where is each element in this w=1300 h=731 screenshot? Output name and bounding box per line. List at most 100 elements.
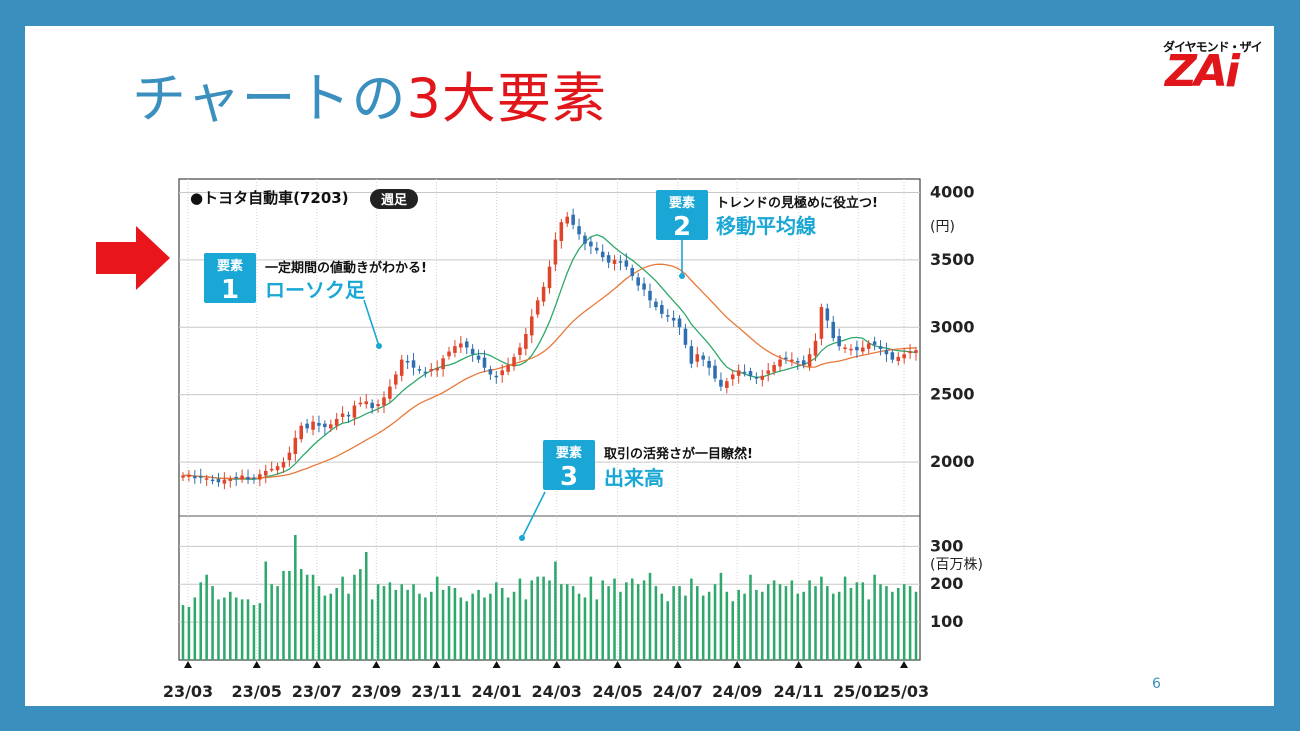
volume-bar	[873, 574, 876, 660]
volume-bar	[908, 586, 912, 660]
callout-1-box	[204, 253, 256, 303]
callout-3-badge: 要素	[556, 445, 582, 461]
price-tick-label: 3500	[930, 250, 975, 269]
volume-bar	[353, 574, 356, 660]
price-tick-label: 2000	[930, 452, 975, 471]
candle-body	[246, 476, 250, 480]
volume-bar	[613, 578, 616, 660]
candle-body	[589, 241, 593, 247]
time-tick-label: 24/11	[774, 682, 824, 701]
volume-bar	[270, 584, 273, 660]
candle-body	[725, 381, 729, 388]
volume-bar	[565, 584, 569, 660]
candle-body	[216, 478, 221, 483]
volume-bar	[181, 605, 185, 660]
volume-bar	[317, 586, 321, 660]
volume-bar	[376, 584, 380, 660]
candle-body	[429, 369, 434, 372]
time-tick-marker	[854, 661, 863, 668]
volume-bar	[341, 576, 344, 660]
candle-body	[281, 462, 286, 468]
time-tick-marker	[733, 661, 742, 668]
price-unit: (円)	[930, 219, 955, 235]
volume-bar	[719, 572, 723, 660]
volume-bar	[364, 552, 368, 660]
callout-3-box	[543, 440, 595, 490]
page-title: チャートの3大要素	[132, 64, 607, 134]
volume-bar	[453, 588, 457, 660]
candle-body	[263, 470, 268, 476]
volume-bars	[181, 534, 918, 660]
candle-body	[742, 371, 747, 374]
logo-subtitle: ダイヤモンド・ザイ	[1163, 40, 1263, 54]
volume-bar	[536, 576, 539, 660]
candle-body	[878, 346, 883, 349]
volume-bar	[885, 586, 888, 660]
candle-body	[683, 328, 688, 345]
time-tick-marker	[900, 661, 908, 668]
volume-bar	[264, 561, 268, 660]
volume-bar	[199, 582, 203, 660]
candle-body	[299, 425, 303, 440]
time-tick-label: 24/07	[653, 682, 703, 701]
candle-body	[577, 226, 581, 235]
callout-1-number: 1	[221, 275, 239, 305]
candle-body	[464, 341, 469, 348]
candle-body	[482, 357, 487, 368]
time-tick-marker	[794, 661, 803, 668]
candle-body	[210, 479, 215, 482]
volume-bar	[672, 586, 675, 660]
callout-3: 要素 3 取引の活発さが一目瞭然! 出来高	[519, 440, 753, 541]
volume-bar	[524, 599, 528, 660]
volume-bar	[193, 597, 197, 660]
candle-body	[766, 370, 770, 374]
volume-bar	[896, 588, 900, 660]
candle-body	[323, 423, 327, 428]
volume-bar	[636, 584, 640, 660]
price-axis: 2000 2500 3000 3500 4000	[930, 182, 975, 471]
volume-bar	[246, 599, 250, 660]
volume-bar	[347, 593, 350, 660]
volume-unit: (百万株)	[930, 557, 983, 573]
time-tick-marker	[432, 661, 441, 668]
candle-body	[695, 354, 700, 362]
volume-bar	[217, 599, 220, 660]
candle-body	[689, 346, 694, 364]
volume-bar	[619, 591, 622, 660]
candle-body	[890, 352, 895, 360]
callout-1-label: ローソク足	[265, 278, 366, 302]
volume-bar	[660, 593, 664, 660]
logo-wordmark: ZAi	[1165, 46, 1240, 97]
volume-bar	[252, 605, 256, 660]
chart-title: ●トヨタ自動車(7203)	[190, 189, 349, 207]
candle-body	[524, 334, 528, 349]
candle-body	[358, 402, 363, 405]
candle-body	[630, 267, 635, 277]
candle-body	[660, 305, 664, 314]
candle-body	[866, 343, 871, 349]
volume-bar	[855, 582, 859, 660]
candle-body	[417, 369, 422, 371]
candle-body	[606, 255, 611, 263]
candle-body	[275, 466, 280, 471]
callout-1-badge: 要素	[217, 258, 243, 274]
candle-body	[287, 452, 292, 461]
candle-body	[778, 359, 782, 367]
candle-body	[317, 422, 321, 426]
volume-bar	[435, 576, 439, 660]
time-tick-label: 23/05	[232, 682, 282, 701]
volume-bar	[382, 586, 386, 660]
ma-short-line	[182, 234, 917, 480]
candle-body	[512, 356, 516, 367]
volume-bar	[483, 597, 486, 660]
candle-body	[293, 437, 298, 454]
volume-axis: 100 200 300	[930, 536, 963, 631]
callout-2-label: 移動平均線	[716, 214, 816, 238]
volume-tick-label: 200	[930, 574, 963, 593]
volume-bar	[506, 597, 510, 660]
volume-bar	[412, 584, 415, 660]
candle-body	[269, 468, 274, 471]
volume-bar	[276, 586, 279, 660]
candle-body	[405, 360, 410, 363]
volume-bar	[701, 595, 705, 660]
